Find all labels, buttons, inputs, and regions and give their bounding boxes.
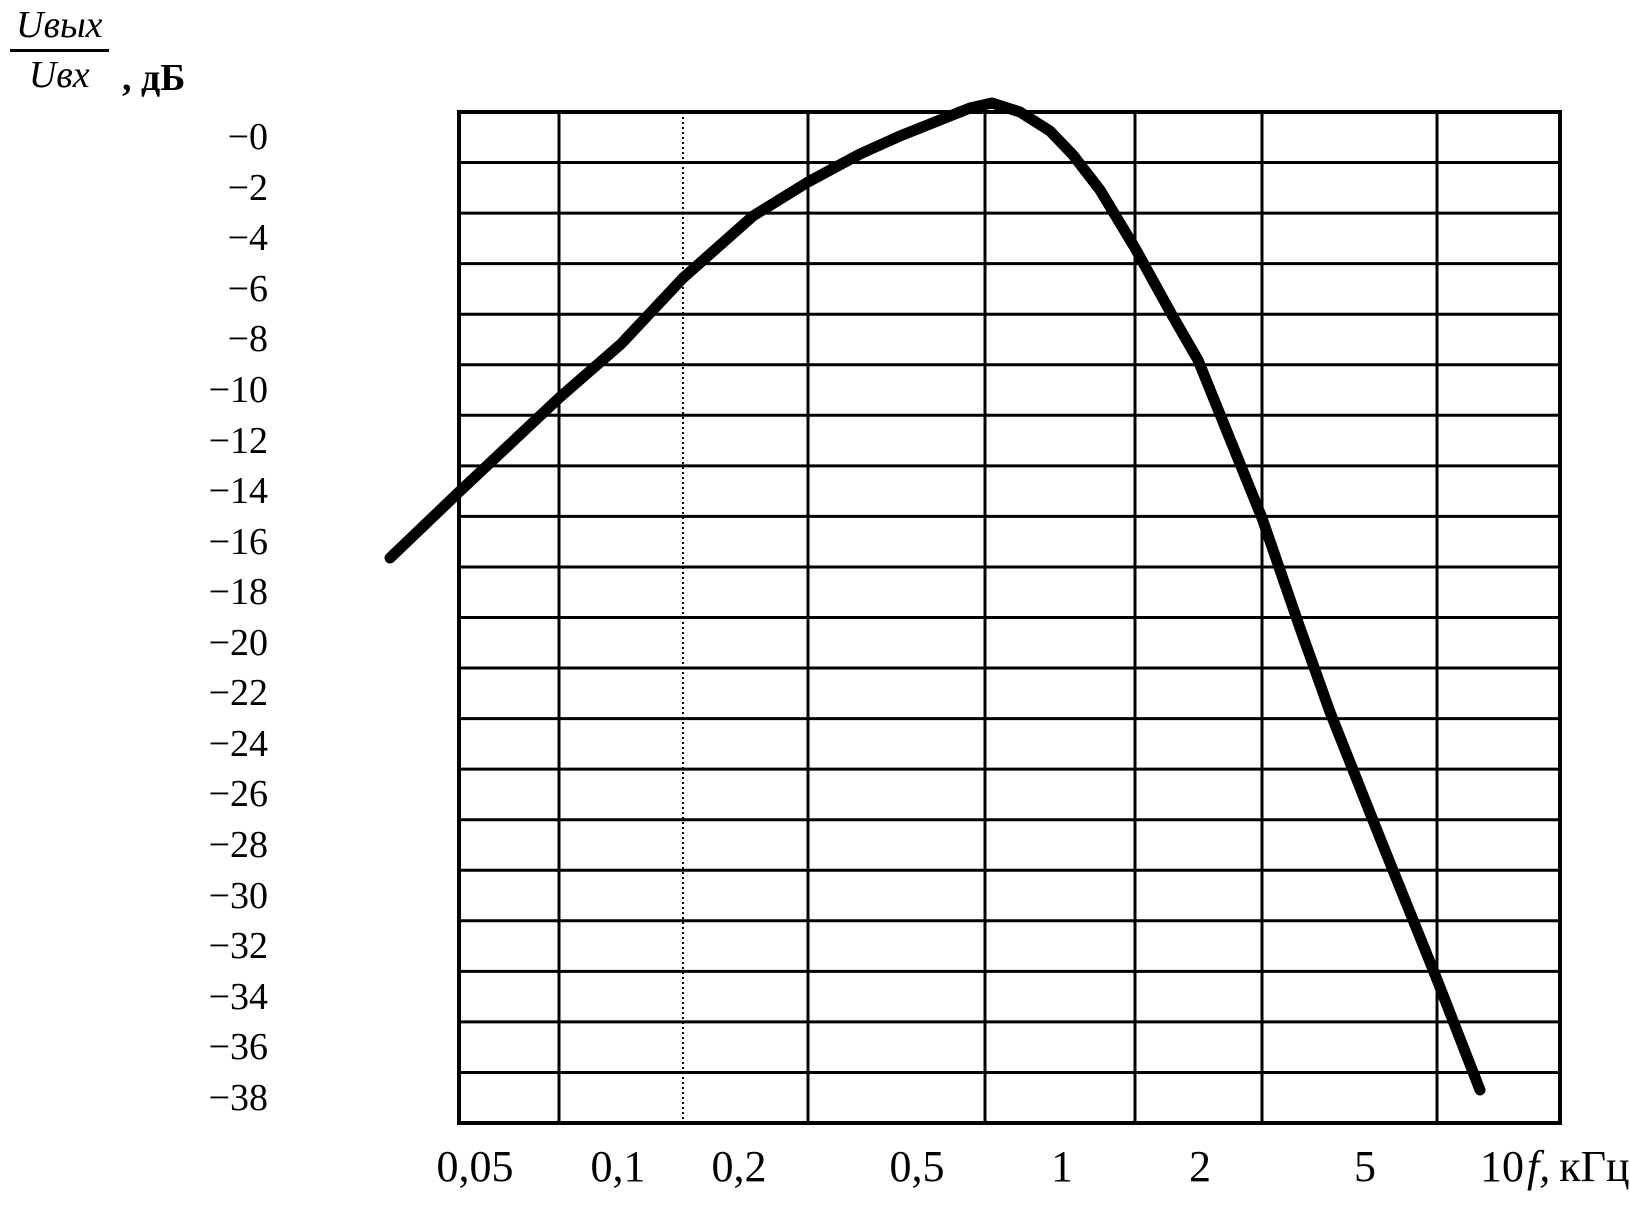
- x-tick-label: 2: [1189, 1142, 1211, 1191]
- x-tick-label: 0,1: [590, 1142, 646, 1191]
- y-tick-label: −18: [208, 571, 268, 614]
- x-tick-label: 5: [1354, 1142, 1376, 1191]
- y-tick-label: −24: [208, 722, 268, 765]
- x-axis-symbol: f,: [1527, 1142, 1551, 1191]
- x-tick-label: 0,2: [711, 1142, 767, 1191]
- y-tick-label: −14: [208, 470, 268, 513]
- y-tick-label: −16: [208, 520, 268, 563]
- x-tick-label: 1: [1051, 1142, 1073, 1191]
- y-tick-label: −12: [208, 419, 268, 462]
- x-axis-unit-label: кГц: [1559, 1142, 1630, 1191]
- y-tick-label: −34: [208, 975, 268, 1018]
- y-tick-label: −32: [208, 925, 268, 968]
- x-tick-label: 0,05: [436, 1142, 514, 1191]
- y-tick-label: −20: [208, 621, 268, 664]
- y-axis-title: Uвых Uвх , дБ: [10, 4, 270, 124]
- y-tick-label: −26: [208, 773, 268, 816]
- y-tick-label: −28: [208, 823, 268, 866]
- y-tick-label: −22: [208, 672, 268, 715]
- fraction-denominator: Uвх: [10, 48, 109, 97]
- x-tick-label: 0,5: [889, 1142, 945, 1191]
- y-axis-fraction: Uвых Uвх: [10, 4, 109, 96]
- y-tick-label: −2: [227, 166, 268, 209]
- y-tick-label: −38: [208, 1076, 268, 1119]
- y-tick-label: −36: [208, 1026, 268, 1069]
- x-tick-label: 10: [1480, 1142, 1524, 1191]
- y-tick-label: −4: [227, 217, 268, 260]
- y-tick-label: −30: [208, 874, 268, 917]
- y-tick-label: −0: [227, 116, 268, 159]
- fraction-numerator: Uвых: [16, 4, 103, 46]
- frequency-response-curve: [384, 97, 1486, 1096]
- y-tick-label: −8: [227, 318, 268, 361]
- y-tick-label: −6: [227, 267, 268, 310]
- y-tick-label: −10: [208, 369, 268, 412]
- x-axis-title: f, кГц: [1527, 1142, 1630, 1192]
- y-axis-unit: , дБ: [122, 57, 186, 99]
